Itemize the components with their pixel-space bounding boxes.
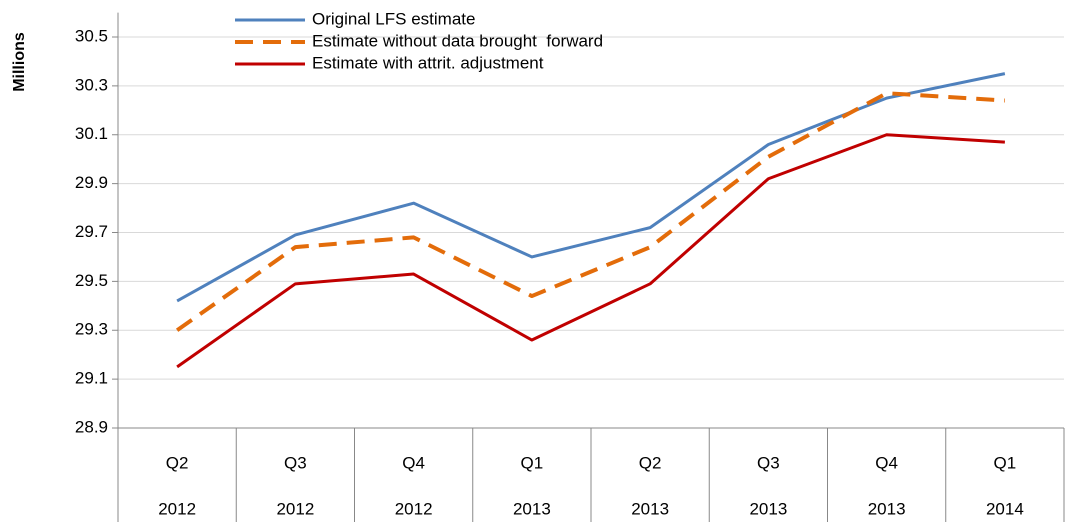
x-tick-label: Q2	[166, 453, 189, 472]
x-tick-year: 2012	[395, 499, 433, 518]
y-tick-label: 28.9	[75, 417, 108, 436]
x-tick-label: Q3	[757, 453, 780, 472]
x-tick-year: 2013	[631, 499, 669, 518]
y-tick-label: 29.3	[75, 320, 108, 339]
y-tick-label: 29.1	[75, 369, 108, 388]
y-tick-label: 30.1	[75, 124, 108, 143]
y-axis-label: Millions	[11, 32, 28, 92]
x-tick-label: Q1	[994, 453, 1017, 472]
x-tick-year: 2013	[868, 499, 906, 518]
legend-label: Estimate with attrit. adjustment	[312, 53, 544, 72]
y-tick-label: 29.5	[75, 271, 108, 290]
x-tick-year: 2012	[158, 499, 196, 518]
y-tick-label: 30.3	[75, 75, 108, 94]
y-tick-label: 29.9	[75, 173, 108, 192]
x-tick-label: Q4	[402, 453, 425, 472]
x-tick-label: Q3	[284, 453, 307, 472]
y-tick-label: 29.7	[75, 222, 108, 241]
x-tick-year: 2014	[986, 499, 1024, 518]
legend-label: Estimate without data brought forward	[312, 31, 603, 50]
series-line	[175, 91, 1006, 332]
x-tick-year: 2013	[513, 499, 551, 518]
legend-label: Original LFS estimate	[312, 9, 475, 28]
x-tick-year: 2013	[749, 499, 787, 518]
series-line	[176, 133, 1005, 369]
x-tick-label: Q4	[875, 453, 898, 472]
y-tick-label: 30.5	[75, 26, 108, 45]
x-tick-year: 2012	[276, 499, 314, 518]
x-tick-label: Q1	[521, 453, 544, 472]
x-tick-label: Q2	[639, 453, 662, 472]
series-line	[176, 72, 1006, 303]
